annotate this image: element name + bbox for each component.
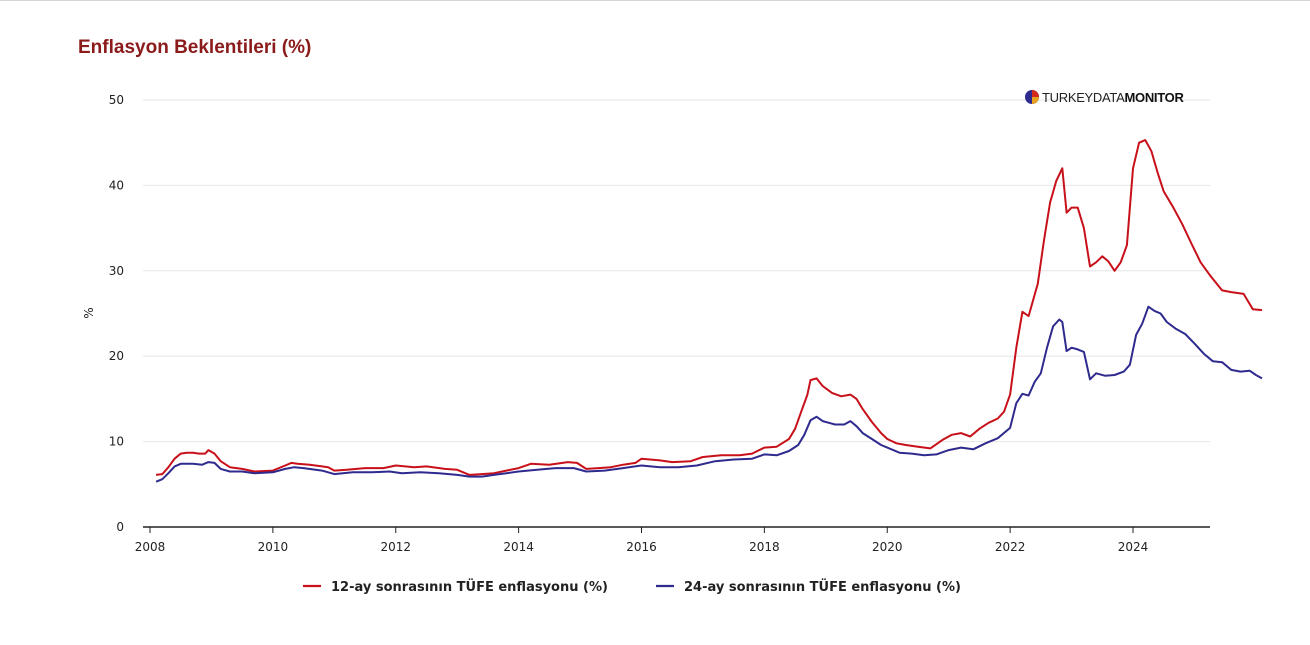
brand-logo: TURKEYDATAMONITOR <box>1025 90 1185 105</box>
legend: 12-ay sonrasının TÜFE enflasyonu (%) 24-a… <box>303 579 961 595</box>
x-tick-label-2024: 2024 <box>1118 540 1149 554</box>
series-line-24-ay[interactable] <box>155 305 1263 483</box>
series-lines <box>155 139 1263 483</box>
y-tick-label-10: 10 <box>109 435 124 449</box>
legend-item-24-ay[interactable]: 24-ay sonrasının TÜFE enflasyonu (%) <box>656 579 961 595</box>
legend-item-12-ay[interactable]: 12-ay sonrasının TÜFE enflasyonu (%) <box>303 579 608 595</box>
y-tick-label-50: 50 <box>109 93 124 107</box>
y-tick-labels: 0 10 20 30 40 50 <box>109 93 124 534</box>
brand-text: TURKEYDATAMONITOR <box>1042 90 1184 105</box>
legend-label: 24-ay sonrasının TÜFE enflasyonu (%) <box>684 579 961 595</box>
x-tick-label-2018: 2018 <box>749 540 780 554</box>
y-tick-label-40: 40 <box>109 178 124 192</box>
brand-logo-icon-orange <box>1032 97 1039 104</box>
x-tick-label-2014: 2014 <box>503 540 534 554</box>
x-tick-labels: 2008 2010 2012 2014 2016 2018 2020 2022 2024 <box>135 527 1149 554</box>
top-border <box>0 0 1310 1</box>
series-line-12-ay[interactable] <box>155 139 1263 476</box>
x-tick-label-2022: 2022 <box>995 540 1026 554</box>
x-tick-label-2020: 2020 <box>872 540 903 554</box>
chart-title: Enflasyon Beklentileri (%) <box>78 37 312 58</box>
y-tick-label-20: 20 <box>109 349 124 363</box>
gridlines <box>143 99 1210 443</box>
x-tick-label-2010: 2010 <box>258 540 289 554</box>
y-tick-label-30: 30 <box>109 264 124 278</box>
x-tick-label-2012: 2012 <box>380 540 411 554</box>
y-axis-label: % <box>82 307 96 318</box>
y-tick-label-0: 0 <box>116 520 124 534</box>
legend-label: 12-ay sonrasının TÜFE enflasyonu (%) <box>331 579 608 595</box>
x-tick-label-2008: 2008 <box>135 540 166 554</box>
brand-logo-icon-red <box>1032 90 1039 97</box>
x-tick-label-2016: 2016 <box>626 540 657 554</box>
